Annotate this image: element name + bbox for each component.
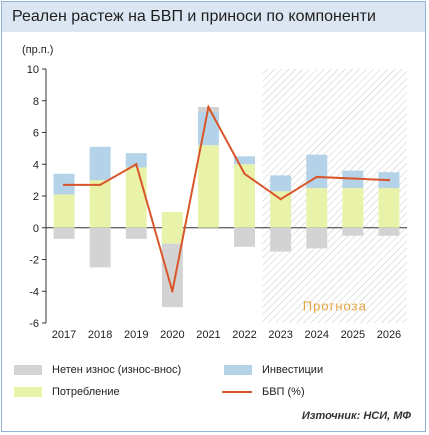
bar-consumption bbox=[234, 164, 256, 228]
bar-investment bbox=[89, 146, 111, 181]
bar-net-exports bbox=[306, 227, 328, 249]
gdp-point bbox=[62, 183, 66, 187]
bar-investment bbox=[306, 154, 328, 189]
legend-swatch-gdp bbox=[222, 391, 252, 393]
chart-title: Реален растеж на БВП и приноси по компон… bbox=[12, 8, 376, 25]
bar-consumption bbox=[125, 167, 147, 228]
x-tick-label: 2020 bbox=[160, 329, 184, 341]
bar-consumption bbox=[378, 188, 400, 228]
gdp-point bbox=[315, 175, 318, 179]
gdp-point bbox=[243, 172, 246, 175]
gdp-point bbox=[387, 178, 391, 182]
forecast-label: Прогноза bbox=[303, 298, 367, 313]
legend-item-investment: Инвестиции bbox=[224, 364, 323, 376]
x-tick-label: 2026 bbox=[377, 329, 401, 341]
gdp-point bbox=[171, 290, 174, 293]
y-tick-label: 10 bbox=[27, 64, 39, 76]
bar-net-exports bbox=[125, 227, 147, 239]
legend-item-net-exports: Нетен износ (износ-внос) bbox=[14, 364, 181, 376]
bar-consumption bbox=[53, 194, 75, 228]
bar-investment bbox=[125, 153, 147, 168]
gdp-point bbox=[279, 197, 282, 201]
legend-label-investment: Инвестиции bbox=[262, 364, 324, 376]
y-tick-label: 6 bbox=[33, 128, 39, 140]
legend-label-consumption: Потребление bbox=[52, 386, 120, 398]
gdp-point bbox=[98, 183, 102, 187]
x-tick-label: 2022 bbox=[232, 329, 256, 341]
y-tick-label: 8 bbox=[33, 96, 39, 108]
gdp-point bbox=[207, 105, 210, 109]
title-bar: Реален растеж на БВП и приноси по компон… bbox=[2, 2, 425, 32]
chart-plot: Прогноза -6 -4 -2 0 2 4 6 8 10 2017 2018 2019 2020 2… bbox=[27, 64, 407, 341]
y-tick-label: 4 bbox=[33, 159, 39, 171]
legend-item-gdp: БВП (%) bbox=[222, 386, 305, 398]
legend-label-gdp: БВП (%) bbox=[262, 386, 305, 398]
legend-item-consumption: Потребление bbox=[14, 386, 120, 398]
legend-swatch-consumption bbox=[14, 387, 42, 397]
bar-consumption bbox=[270, 191, 292, 228]
gdp-point bbox=[351, 177, 355, 180]
source-note: Източник: НСИ, МФ bbox=[301, 410, 411, 422]
y-tick-label: 0 bbox=[33, 223, 39, 235]
y-tick-label: 2 bbox=[33, 191, 39, 203]
bar-net-exports bbox=[234, 227, 256, 247]
y-unit-label: (пр.п.) bbox=[22, 44, 54, 56]
bar-net-exports bbox=[53, 227, 75, 239]
x-tick-label: 2017 bbox=[52, 329, 76, 341]
gdp-line bbox=[64, 104, 389, 292]
legend-swatch-investment bbox=[224, 365, 252, 375]
legend-label-net-exports: Нетен износ (износ-внос) bbox=[52, 364, 182, 376]
x-tick-label: 2019 bbox=[124, 329, 148, 341]
bar-consumption bbox=[306, 188, 328, 228]
bar-net-exports bbox=[342, 227, 364, 236]
legend-swatch-net-exports bbox=[14, 365, 42, 375]
legend: Нетен износ (износ-внос) Инвестиции Потр… bbox=[2, 362, 425, 412]
bar-investment bbox=[234, 156, 256, 165]
y-tick-label: -4 bbox=[29, 286, 39, 298]
bar-net-exports bbox=[270, 227, 292, 252]
x-tick-label: 2024 bbox=[305, 329, 329, 341]
x-tick-label: 2021 bbox=[196, 329, 220, 341]
bar-net-exports bbox=[89, 227, 111, 268]
x-tick-label: 2023 bbox=[268, 329, 292, 341]
x-tick-label: 2018 bbox=[88, 329, 112, 341]
bar-consumption bbox=[89, 180, 111, 228]
bar-consumption bbox=[161, 211, 183, 244]
y-tick-label: -6 bbox=[29, 318, 39, 330]
bar-investment bbox=[270, 175, 292, 192]
x-tick-label: 2025 bbox=[341, 329, 365, 341]
bar-net-exports bbox=[378, 227, 400, 236]
bar-consumption bbox=[342, 188, 364, 228]
y-tick-label: -2 bbox=[29, 255, 39, 267]
gdp-point bbox=[135, 163, 138, 166]
bar-consumption bbox=[197, 145, 219, 228]
